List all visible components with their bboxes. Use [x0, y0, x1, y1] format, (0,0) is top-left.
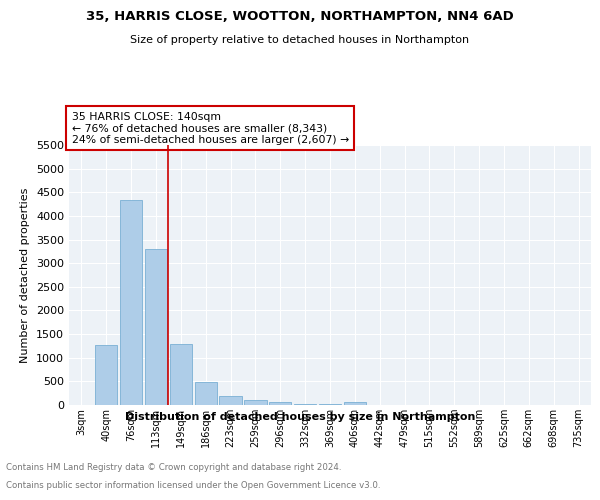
Bar — [344, 402, 366, 405]
Text: Size of property relative to detached houses in Northampton: Size of property relative to detached ho… — [130, 35, 470, 45]
Bar — [294, 404, 316, 405]
Bar — [319, 404, 341, 405]
Bar — [145, 249, 167, 405]
Text: Contains HM Land Registry data © Crown copyright and database right 2024.: Contains HM Land Registry data © Crown c… — [6, 462, 341, 471]
Bar — [120, 200, 142, 405]
Text: 35 HARRIS CLOSE: 140sqm
← 76% of detached houses are smaller (8,343)
24% of semi: 35 HARRIS CLOSE: 140sqm ← 76% of detache… — [71, 112, 349, 145]
Bar — [170, 344, 192, 405]
Bar — [95, 345, 118, 405]
Bar — [194, 382, 217, 405]
Y-axis label: Number of detached properties: Number of detached properties — [20, 188, 31, 362]
Text: Distribution of detached houses by size in Northampton: Distribution of detached houses by size … — [125, 412, 475, 422]
Bar — [269, 402, 292, 405]
Bar — [220, 396, 242, 405]
Text: Contains public sector information licensed under the Open Government Licence v3: Contains public sector information licen… — [6, 481, 380, 490]
Text: 35, HARRIS CLOSE, WOOTTON, NORTHAMPTON, NN4 6AD: 35, HARRIS CLOSE, WOOTTON, NORTHAMPTON, … — [86, 10, 514, 23]
Bar — [244, 400, 266, 405]
